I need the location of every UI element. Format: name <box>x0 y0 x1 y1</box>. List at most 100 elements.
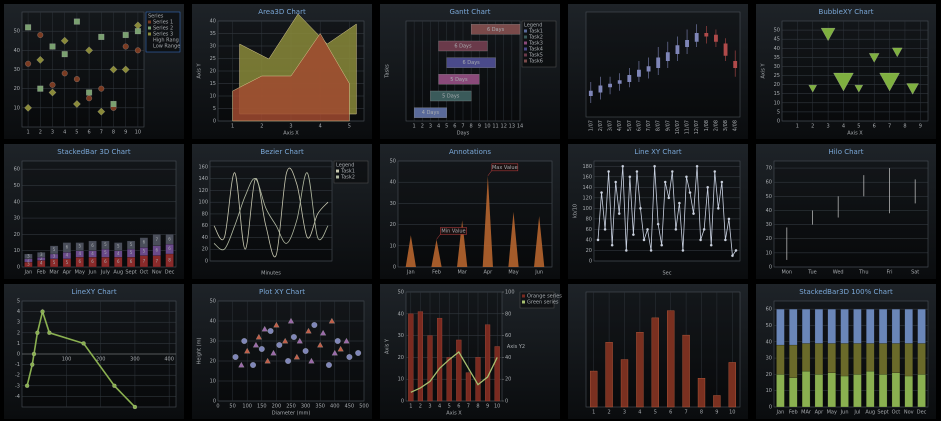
marker <box>285 357 292 365</box>
y-tick-label: -2 <box>15 373 20 379</box>
marker <box>833 72 854 92</box>
bar-segment <box>24 253 33 260</box>
marker <box>24 103 33 112</box>
bar-segment <box>126 240 136 250</box>
plot-area <box>209 160 333 262</box>
marker <box>238 361 245 368</box>
x-tick-label: May <box>75 270 85 276</box>
y-tick-label: 140 <box>198 176 208 182</box>
x-tick-label: 3 <box>289 124 292 130</box>
marker <box>24 383 30 389</box>
marker <box>319 329 327 336</box>
x-tick-label: May <box>827 410 837 416</box>
chart-panel: 1/07 2/07 3/07 4/07 5/07 6/07 7/07 8/07 9/07 10/0… <box>568 4 748 139</box>
x-tick-label: Fri <box>887 270 893 276</box>
bar-segment <box>814 343 824 375</box>
y-tick-label: 40 <box>398 311 404 317</box>
marker <box>290 333 297 341</box>
bar-segment <box>49 245 59 255</box>
y-tick-label: 45 <box>774 37 780 43</box>
x-tick-label: 2/07 <box>598 120 604 131</box>
legend-swatch <box>336 169 339 173</box>
marker <box>35 330 40 336</box>
data-label: 6 <box>155 248 158 253</box>
x-tick-label: 400 <box>330 404 340 410</box>
bar-segment <box>776 374 785 408</box>
x-tick-label: 5 <box>75 130 78 136</box>
plot-area <box>593 160 741 262</box>
data-label: 4 <box>78 251 81 256</box>
marker <box>61 70 68 77</box>
x-tick-label: Oct <box>892 410 901 416</box>
y-tick-label: 50 <box>210 299 216 305</box>
x-tick-label: Oct <box>140 270 149 276</box>
y-tick-label: 100 <box>198 200 208 206</box>
y-axis-label: Axis Y <box>761 63 767 79</box>
bar-segment <box>853 343 862 375</box>
y-tick-label: 40 <box>202 235 208 241</box>
x-tick-label: Jan <box>406 270 415 276</box>
data-label: 6 <box>168 246 171 251</box>
x-axis-label: Sec <box>663 271 672 277</box>
marker <box>49 81 56 88</box>
x-tick-label: 300 <box>301 404 311 410</box>
legend-swatch <box>524 29 527 33</box>
chart-panel: Hilo Chart 0 10 20 30 40 50 60 70 Mon Tue Wed Thu Fri… <box>756 144 936 279</box>
marker <box>656 222 660 226</box>
y-tick-label: 40 <box>14 199 20 205</box>
marker <box>702 227 706 231</box>
x-tick-label: 7 <box>467 404 470 410</box>
x-tick-label: 50 <box>229 404 235 410</box>
marker <box>109 65 118 74</box>
x-tick-label: 9 <box>919 124 922 130</box>
data-label: 6 <box>78 259 81 264</box>
x-axis-label: Axis X <box>446 411 462 417</box>
bar-segment <box>789 377 798 408</box>
y-tick-label: 30 <box>14 216 20 222</box>
candle-body <box>608 83 612 88</box>
marker <box>713 170 717 173</box>
marker <box>621 164 625 168</box>
marker <box>667 196 671 200</box>
bar-segment <box>917 343 926 375</box>
bar-segment <box>152 234 161 246</box>
x-axis-label: Minutes <box>261 271 281 277</box>
y-tick-label: 20 <box>586 248 592 254</box>
x-tick-label: Nov <box>904 410 914 416</box>
marker <box>276 341 283 349</box>
candle-body <box>637 69 641 77</box>
x-tick-label: 4 <box>319 124 322 130</box>
marker <box>270 349 277 356</box>
marker <box>86 95 93 102</box>
y-tick-label: 0 <box>769 405 772 411</box>
marker <box>241 337 248 345</box>
marker <box>681 249 685 252</box>
y-tick-label: 160 <box>198 164 208 170</box>
line <box>410 350 498 393</box>
y-tick-label: 5 <box>213 106 216 112</box>
marker <box>346 353 353 361</box>
chart-title: Area3D Chart <box>258 8 306 16</box>
y-tick-label: 20 <box>210 69 216 75</box>
y-tick-label: 50 <box>390 159 396 165</box>
bar-label: 6 Days <box>463 60 481 66</box>
x-tick-label: 5 <box>857 124 860 130</box>
marker <box>30 362 35 367</box>
x-tick-label: 5 <box>448 404 451 410</box>
bar-segment <box>891 343 901 373</box>
y2-tick-label: 40 <box>505 355 511 361</box>
y-tick-label: 30 <box>766 356 772 362</box>
x-tick-label: Dec <box>917 410 927 416</box>
data-label: 5 <box>117 244 120 249</box>
marker <box>699 238 703 242</box>
y2-tick-label: 0 <box>505 399 508 405</box>
chart-title: Hilo Chart <box>829 148 864 156</box>
annotation-box <box>491 163 519 172</box>
y-tick-label: 10 <box>774 100 780 106</box>
x-tick-label: 13 <box>509 124 515 130</box>
bar-segment <box>853 308 862 344</box>
bar-label: 6 Days <box>454 44 472 50</box>
chart-title: Bezier Chart <box>260 148 304 156</box>
y-tick-label: 0 <box>393 265 396 271</box>
